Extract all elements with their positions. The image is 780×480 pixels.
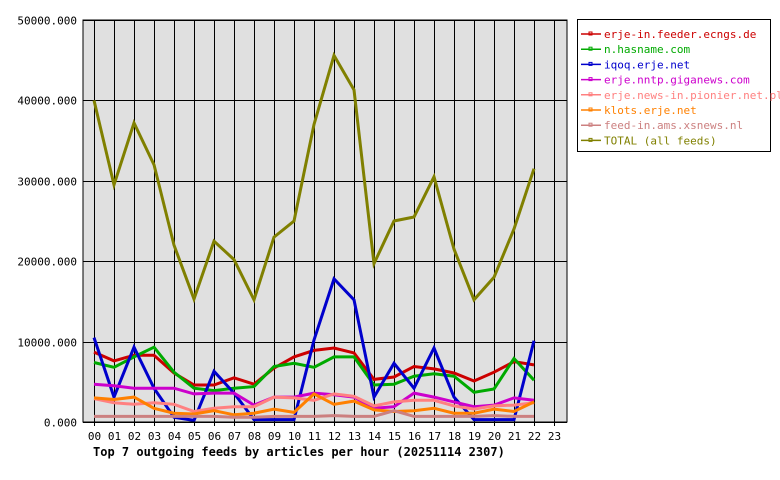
x-tick-label: 23 xyxy=(548,430,561,443)
x-tick-label: 03 xyxy=(148,430,161,443)
legend-entry-label: klots.erje.net xyxy=(604,104,697,117)
y-tick-label: 30000.000 xyxy=(17,176,77,189)
x-tick-label: 13 xyxy=(348,430,361,443)
legend-marker xyxy=(588,31,593,36)
y-tick-label: 50000.000 xyxy=(17,15,77,28)
legend-entry-label: TOTAL (all feeds) xyxy=(604,134,717,147)
x-tick-label: 08 xyxy=(248,430,261,443)
legend-entry-label: feed-in.ams.xsnews.nl xyxy=(604,119,743,132)
legend-marker xyxy=(588,107,593,112)
x-axis: 00 01 02 03 04 05 06 07 08 09 10 11 12 13 14 15 16 17 18 19… xyxy=(88,430,561,443)
x-tick-label: 10 xyxy=(288,430,301,443)
series-lines xyxy=(92,51,536,423)
x-tick-label: 22 xyxy=(528,430,541,443)
legend-marker xyxy=(588,46,593,51)
y-tick-label: 20000.000 xyxy=(17,256,77,269)
x-tick-label: 16 xyxy=(408,430,421,443)
y-tick-label: 40000.000 xyxy=(17,95,77,108)
legend-entry-label: erje-in.feeder.ecngs.de xyxy=(604,28,756,41)
x-tick-label: 04 xyxy=(168,430,182,443)
plot-border xyxy=(82,19,568,423)
x-tick-label: 05 xyxy=(188,430,201,443)
y-axis: 0.000 10000.000 20000.000 30000.000 40000.00… xyxy=(17,15,77,430)
legend-entry-label: iqoq.erje.net xyxy=(604,58,690,71)
x-tick-label: 12 xyxy=(328,430,341,443)
x-tick-label: 15 xyxy=(388,430,401,443)
legend-entry-label: n.hasname.com xyxy=(604,43,690,56)
x-tick-label: 19 xyxy=(468,430,481,443)
x-tick-label: 09 xyxy=(268,430,281,443)
x-tick-label: 21 xyxy=(508,430,521,443)
legend-marker xyxy=(588,77,593,82)
x-tick-label: 11 xyxy=(308,430,321,443)
x-tick-label: 14 xyxy=(368,430,382,443)
legend-marker xyxy=(588,92,593,97)
legend-entry-label: erje.nntp.giganews.com xyxy=(604,74,750,87)
legend: erje-in.feeder.ecngs.de n.hasname.com iqoq… xyxy=(577,19,780,152)
y-tick-label: 0.000 xyxy=(44,417,77,430)
x-tick-label: 06 xyxy=(208,430,221,443)
legend-marker xyxy=(588,61,593,66)
x-tick-label: 02 xyxy=(128,430,141,443)
x-tick-label: 01 xyxy=(108,430,121,443)
x-tick-label: 07 xyxy=(228,430,241,443)
legend-entry-label: erje.news-in.pionier.net.pl xyxy=(604,89,780,102)
legend-marker xyxy=(588,137,593,142)
legend-box xyxy=(577,19,771,152)
legend-marker xyxy=(588,122,593,127)
x-tick-label: 00 xyxy=(88,430,101,443)
x-tick-label: 18 xyxy=(448,430,461,443)
y-tick-label: 10000.000 xyxy=(17,337,77,350)
x-tick-label: 17 xyxy=(428,430,441,443)
chart-title: Top 7 outgoing feeds by articles per hou… xyxy=(93,445,505,459)
x-tick-label: 20 xyxy=(488,430,501,443)
